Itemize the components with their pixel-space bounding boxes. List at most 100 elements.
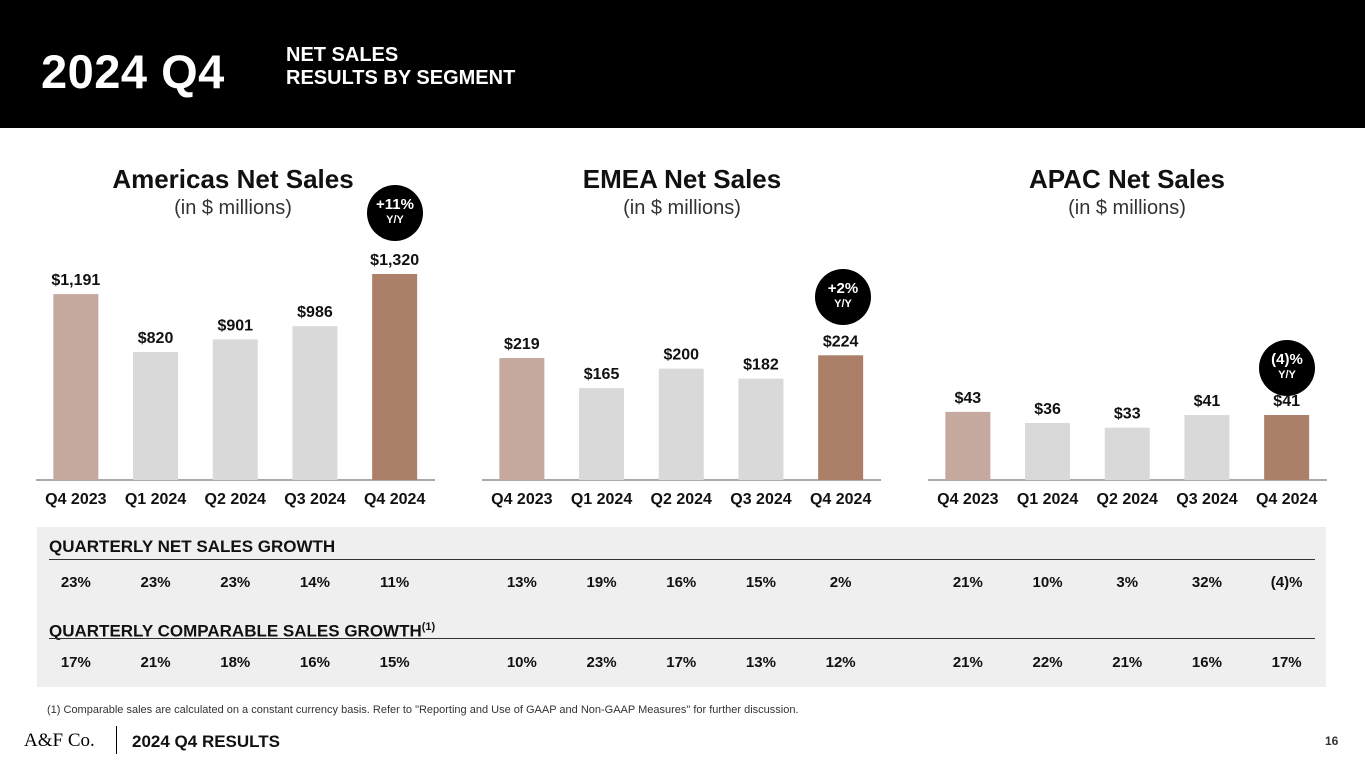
americas-bar-2 [133, 352, 179, 480]
apac-bar-1 [945, 411, 991, 480]
emea-net-sales-growth-3: 16% [666, 574, 697, 591]
emea-comparable-sales-growth-5: 12% [825, 654, 856, 671]
apac-category-label-3: Q2 2024 [1097, 491, 1158, 508]
emea-yoy-value: +2% [827, 280, 859, 297]
apac-net-sales-growth-3: 3% [1116, 574, 1139, 591]
apac-comparable-sales-growth-1: 21% [952, 654, 983, 671]
americas-net-sales-growth-1: 23% [60, 574, 91, 591]
apac-category-label-5: Q4 2024 [1256, 491, 1317, 508]
emea-comparable-sales-growth-4: 13% [745, 654, 776, 671]
apac-bar-4 [1184, 415, 1230, 480]
apac-comparable-sales-growth-3: 21% [1112, 654, 1143, 671]
emea-category-label-4: Q3 2024 [730, 491, 791, 508]
apac-bar-3 [1104, 427, 1150, 480]
page-number: 16 [1325, 734, 1339, 748]
apac-yoy-value: (4)% [1271, 351, 1303, 368]
apac-bar-2 [1025, 422, 1071, 480]
americas-comparable-sales-growth-1: 17% [60, 654, 91, 671]
americas-comparable-sales-growth-2: 21% [140, 654, 171, 671]
net-sales-growth-heading: QUARTERLY NET SALES GROWTH [49, 537, 336, 556]
apac-chart-title: APAC Net Sales [1028, 164, 1226, 194]
footnote: (1) Comparable sales are calculated on a… [47, 704, 799, 716]
americas-value-label-4: $986 [297, 304, 333, 321]
emea-net-sales-growth-4: 15% [745, 574, 776, 591]
comparable-sales-growth-rule [49, 638, 1315, 639]
emea-comparable-sales-growth-1: 10% [506, 654, 537, 671]
footer-divider [116, 726, 117, 754]
apac-value-label-2: $36 [1034, 401, 1061, 418]
emea-chart-title: EMEA Net Sales [582, 164, 782, 194]
apac-bar-5 [1264, 415, 1310, 480]
americas-value-label-3: $901 [217, 317, 253, 334]
apac-comparable-sales-growth-4: 16% [1191, 654, 1222, 671]
emea-category-label-2: Q1 2024 [571, 491, 632, 508]
americas-category-label-4: Q3 2024 [284, 491, 345, 508]
emea-category-label-5: Q4 2024 [810, 491, 871, 508]
americas-comparable-sales-growth-3: 18% [220, 654, 251, 671]
apac-net-sales-growth-2: 10% [1032, 574, 1063, 591]
period-title: 2024 Q4 [41, 45, 225, 98]
americas-chart-subtitle: (in $ millions) [174, 197, 292, 219]
emea-yoy-badge: +2% Y/Y [815, 269, 871, 325]
americas-value-label-1: $1,191 [51, 272, 100, 289]
footer-title: 2024 Q4 RESULTS [132, 732, 281, 751]
emea-net-sales-growth-5: 2% [829, 574, 852, 591]
apac-value-label-4: $41 [1194, 393, 1221, 410]
growth-table [37, 527, 1326, 687]
americas-yoy-label: Y/Y [386, 214, 404, 226]
emea-net-sales-growth-2: 19% [586, 574, 617, 591]
emea-category-label-3: Q2 2024 [651, 491, 712, 508]
americas-comparable-sales-growth-4: 16% [299, 654, 330, 671]
emea-value-label-3: $200 [663, 347, 699, 364]
footnote-marker: (1) [421, 621, 436, 633]
americas-chart-title: Americas Net Sales [112, 164, 354, 194]
emea-chart-subtitle: (in $ millions) [623, 197, 741, 219]
apac-yoy-badge: (4)% Y/Y [1259, 340, 1315, 396]
americas-category-label-2: Q1 2024 [125, 491, 186, 508]
americas-bar-3 [212, 339, 258, 480]
apac-value-label-3: $33 [1114, 406, 1141, 423]
apac-value-label-5: $41 [1273, 393, 1300, 410]
apac-category-label-2: Q1 2024 [1017, 491, 1078, 508]
emea-net-sales-growth-1: 13% [506, 574, 537, 591]
americas-comparable-sales-growth-5: 15% [379, 654, 410, 671]
americas-category-label-3: Q2 2024 [205, 491, 266, 508]
apac-chart-subtitle: (in $ millions) [1068, 197, 1186, 219]
header-bar: 2024 Q4 NET SALES RESULTS BY SEGMENT [0, 0, 1365, 128]
emea-comparable-sales-growth-3: 17% [666, 654, 697, 671]
emea-bar-3 [658, 368, 704, 480]
apac-comparable-sales-growth-2: 22% [1032, 654, 1063, 671]
americas-net-sales-growth-3: 23% [220, 574, 251, 591]
slide-subtitle: NET SALES RESULTS BY SEGMENT [286, 44, 515, 90]
americas-yoy-value: +11% [376, 196, 414, 213]
apac-value-label-1: $43 [954, 390, 981, 407]
americas-value-label-2: $820 [138, 330, 174, 347]
emea-bar-5 [818, 355, 864, 480]
americas-net-sales-growth-5: 11% [380, 574, 410, 591]
apac-comparable-sales-growth-5: 17% [1271, 654, 1302, 671]
americas-value-label-5: $1,320 [370, 252, 419, 269]
emea-comparable-sales-growth-2: 23% [586, 654, 617, 671]
net-sales-growth-rule [49, 559, 1315, 560]
americas-category-label-1: Q4 2023 [45, 491, 106, 508]
emea-value-label-5: $224 [823, 333, 859, 350]
apac-net-sales-growth-1: 21% [952, 574, 983, 591]
emea-bar-2 [579, 388, 625, 480]
comparable-sales-growth-label: QUARTERLY COMPARABLE SALES GROWTH [49, 621, 422, 641]
americas-bar-4 [292, 326, 338, 480]
emea-value-label-4: $182 [743, 357, 779, 374]
americas-bar-5 [372, 274, 418, 480]
comparable-sales-growth-heading: QUARTERLY COMPARABLE SALES GROWTH(1) [49, 617, 435, 642]
apac-net-sales-growth-4: 32% [1191, 574, 1222, 591]
emea-bar-4 [738, 378, 784, 480]
emea-bar-1 [499, 358, 545, 480]
company-logo: A&F Co. [24, 730, 95, 751]
americas-yoy-badge: +11% Y/Y [367, 185, 423, 241]
apac-category-label-1: Q4 2023 [937, 491, 998, 508]
subtitle-line-2: RESULTS BY SEGMENT [286, 67, 516, 89]
emea-yoy-label: Y/Y [834, 298, 852, 310]
subtitle-line-1: NET SALES [286, 44, 399, 66]
americas-net-sales-growth-4: 14% [299, 574, 330, 591]
emea-category-label-1: Q4 2023 [491, 491, 552, 508]
